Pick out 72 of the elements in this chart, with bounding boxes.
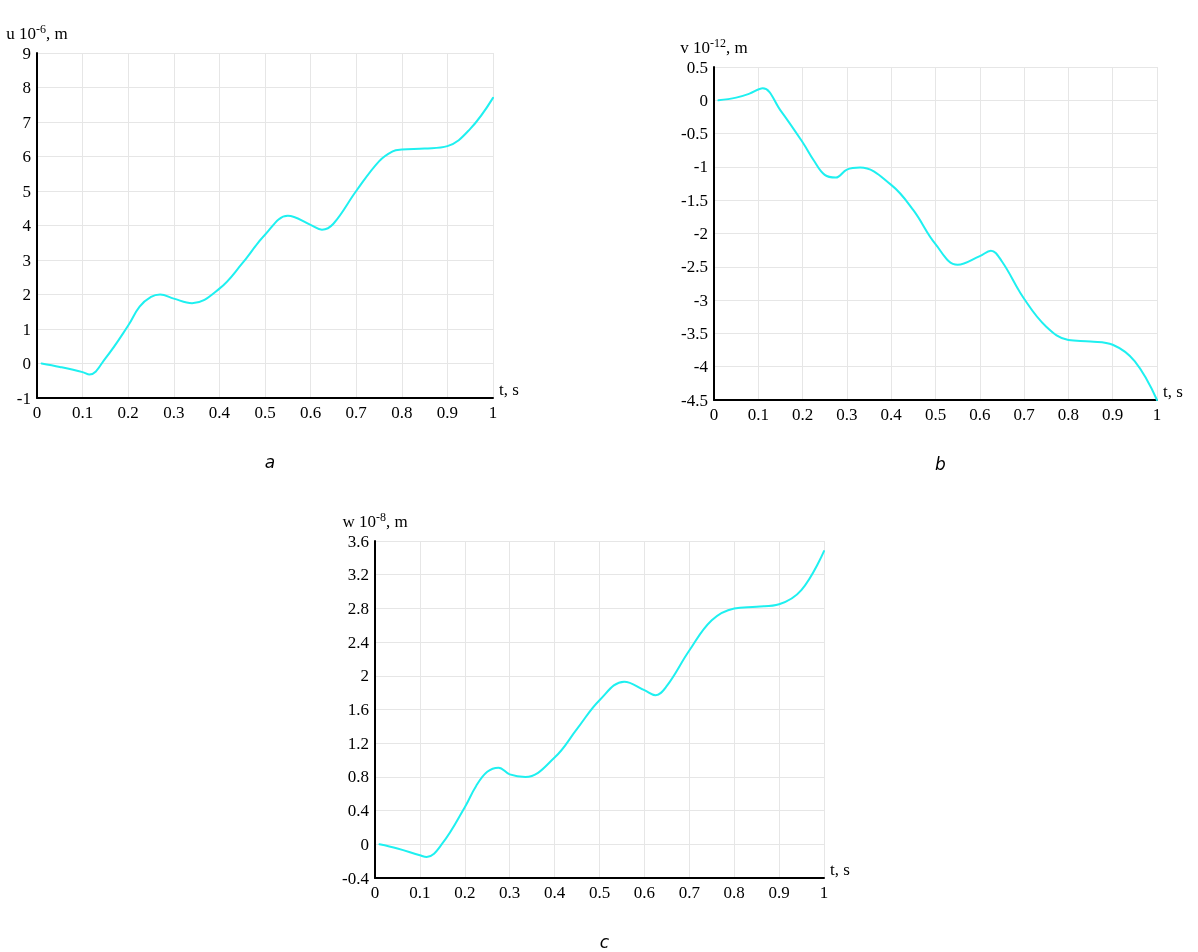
y-tick-label: 3.6 <box>347 531 369 551</box>
x-tick-label: 0.3 <box>163 403 185 422</box>
x-tick-label: 0.1 <box>71 403 94 422</box>
x-tick-label: 1 <box>1152 405 1162 424</box>
x-axis-title: t, s <box>499 380 519 399</box>
y-tick-label: -0.5 <box>681 124 708 144</box>
y-tick-label: 4 <box>22 216 32 235</box>
y-tick-label: -1 <box>693 157 708 177</box>
y-tick-label: 8 <box>22 78 31 97</box>
y-tick-label: -4.5 <box>681 390 708 410</box>
y-tick-label: 0.5 <box>686 57 708 77</box>
y-tick-label: 9 <box>22 43 31 63</box>
x-tick-label: 0.8 <box>723 883 745 902</box>
y-tick-label: 1.2 <box>347 733 369 753</box>
x-tick-label: 0.1 <box>409 883 431 902</box>
y-tick-label: 2 <box>360 666 369 686</box>
x-tick-label: 0.1 <box>747 405 769 424</box>
y-tick-label: 0 <box>22 354 31 373</box>
x-tick-label: 0.2 <box>454 883 476 902</box>
y-tick-label: 0.8 <box>347 767 369 787</box>
x-tick-label: 0.9 <box>768 883 790 902</box>
x-tick-label: 0.5 <box>254 403 276 422</box>
x-tick-label: 0.9 <box>1102 405 1124 424</box>
line-series <box>378 550 825 858</box>
x-tick-label: 1 <box>819 883 829 902</box>
x-tick-label: 0.4 <box>208 403 231 422</box>
x-tick-label: 0.3 <box>499 883 521 902</box>
x-axis-title: t, s <box>830 860 850 879</box>
y-tick-label: 0 <box>699 90 708 110</box>
y-tick-label: -4 <box>693 357 709 377</box>
x-tick-label: 1 <box>488 403 498 422</box>
x-tick-label: 0.7 <box>678 883 701 902</box>
x-tick-label: 0.4 <box>543 883 566 902</box>
y-tick-label: -0.4 <box>342 868 370 888</box>
x-tick-label: 0.6 <box>969 405 991 424</box>
x-tick-label: 0.8 <box>1057 405 1080 424</box>
y-tick-label: 7 <box>22 112 32 132</box>
line-series <box>717 87 1158 401</box>
y-tick-label: -3 <box>693 290 708 310</box>
y-tick-label: 2 <box>22 285 31 304</box>
y-tick-label: -1 <box>16 388 31 408</box>
x-tick-label: 0.5 <box>924 405 947 424</box>
x-tick-label: 0.9 <box>436 403 459 422</box>
x-tick-label: 0.8 <box>391 403 413 422</box>
x-tick-label: 0.5 <box>588 883 611 902</box>
y-tick-label: 5 <box>22 181 31 201</box>
y-tick-label: 0.4 <box>347 801 370 821</box>
line-series <box>40 96 494 376</box>
y-tick-label: -2 <box>693 224 708 243</box>
y-tick-label: 1.6 <box>347 700 369 719</box>
y-tick-label: 3.2 <box>347 565 369 585</box>
x-tick-label: 0.6 <box>633 883 656 902</box>
x-tick-label: 0.4 <box>880 405 903 424</box>
y-tick-label: 2.8 <box>347 598 369 618</box>
y-tick-label: -1.5 <box>681 190 708 210</box>
x-tick-label: 0.2 <box>117 403 139 422</box>
y-tick-label: 3 <box>22 250 31 270</box>
text: b <box>935 453 946 474</box>
y-tick-label: 2.4 <box>347 632 370 652</box>
x-tick-label: 0.3 <box>836 405 858 424</box>
x-tick-label: 0.2 <box>791 405 814 424</box>
y-tick-label: -3.5 <box>681 323 708 343</box>
y-tick-label: 0 <box>360 834 369 854</box>
x-tick-label: 0.7 <box>345 403 368 422</box>
text: c <box>599 931 610 952</box>
y-tick-label: -2.5 <box>681 257 708 277</box>
x-tick-label: 0.6 <box>299 403 322 422</box>
y-tick-label: 6 <box>22 147 31 166</box>
x-axis-title: t, s <box>1163 382 1183 401</box>
y-tick-label: 1 <box>22 319 31 339</box>
text: a <box>264 451 276 472</box>
x-tick-label: 0.7 <box>1013 405 1036 424</box>
